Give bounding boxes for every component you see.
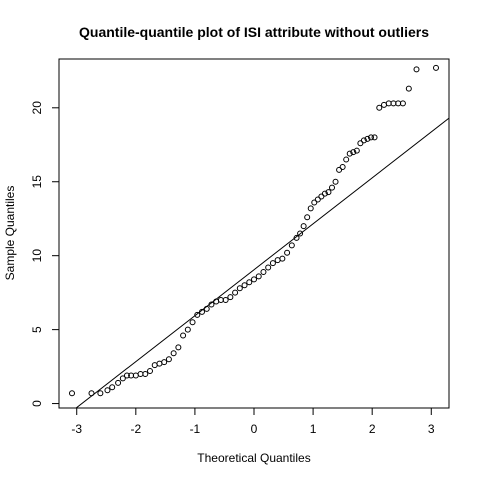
x-axis: -3 -2 -1 0 1 2 3 [71, 407, 435, 436]
x-axis-label: Theoretical Quantiles [197, 451, 310, 465]
data-point [293, 234, 300, 241]
data-point [227, 294, 234, 301]
data-point [343, 156, 350, 163]
data-point [241, 282, 248, 289]
data-point [339, 163, 346, 170]
data-point [336, 166, 343, 173]
data-point [300, 223, 307, 230]
data-point [307, 205, 314, 212]
data-point [251, 276, 257, 283]
chart-title: Quantile-quantile plot of ISI attribute … [79, 24, 429, 40]
data-point [69, 390, 75, 397]
data-point [318, 193, 325, 200]
data-point [304, 214, 311, 221]
data-point [405, 85, 412, 92]
data-point [360, 137, 367, 144]
data-point [97, 390, 104, 397]
data-point [109, 384, 116, 391]
data-point [321, 190, 328, 197]
x-tick-label: 2 [369, 422, 376, 436]
x-tick-label: -3 [71, 422, 82, 436]
data-point [329, 184, 335, 191]
data-point [350, 149, 357, 156]
data-point [269, 260, 276, 267]
y-tick-label: 10 [30, 249, 44, 263]
y-tick-label: 0 [30, 400, 44, 407]
data-point [189, 319, 196, 326]
data-point [232, 289, 239, 296]
data-point [170, 350, 177, 357]
data-point [368, 134, 374, 141]
data-point [284, 249, 291, 256]
data-point [332, 178, 339, 185]
data-point [115, 379, 122, 386]
data-point [88, 390, 95, 397]
data-point [175, 344, 182, 351]
data-point [314, 196, 321, 203]
data-point [325, 189, 332, 196]
data-point [364, 135, 371, 142]
y-axis: 0 5 10 15 20 [30, 101, 60, 407]
data-point [357, 140, 364, 147]
data-point [413, 66, 420, 73]
data-point [104, 387, 111, 394]
data-point [371, 134, 378, 141]
data-point [194, 311, 201, 318]
data-point [199, 308, 205, 315]
data-point [376, 104, 383, 111]
data-point [123, 372, 130, 379]
data-point [119, 375, 126, 382]
plot-area [69, 64, 449, 408]
data-point [236, 285, 243, 292]
data-point [255, 273, 262, 280]
y-tick-label: 15 [30, 175, 44, 189]
x-tick-label: 3 [428, 422, 435, 436]
reference-line [75, 117, 449, 408]
data-point [311, 199, 318, 206]
data-point [180, 332, 187, 339]
data-point [260, 268, 267, 275]
data-point [161, 359, 168, 366]
y-tick-label: 20 [30, 101, 44, 115]
x-tick-label: -1 [190, 422, 201, 436]
data-point [184, 326, 191, 333]
data-point [288, 242, 295, 249]
data-point [353, 147, 360, 154]
plot-frame [58, 58, 450, 409]
data-point [147, 368, 153, 375]
data-point [222, 297, 229, 304]
data-point [399, 100, 406, 107]
data-point [265, 264, 272, 271]
data-point [297, 230, 304, 237]
data-point [279, 255, 286, 262]
data-point [246, 279, 253, 286]
data-point [433, 64, 439, 71]
x-tick-label: -2 [130, 422, 141, 436]
y-tick-label: 5 [30, 326, 44, 333]
data-point [203, 305, 210, 312]
data-point [142, 370, 149, 377]
data-point [208, 301, 215, 308]
x-tick-label: 1 [310, 422, 317, 436]
y-axis-label: Sample Quantiles [3, 186, 17, 281]
data-point [165, 356, 172, 363]
data-point [346, 150, 353, 157]
x-tick-label: 0 [251, 422, 258, 436]
